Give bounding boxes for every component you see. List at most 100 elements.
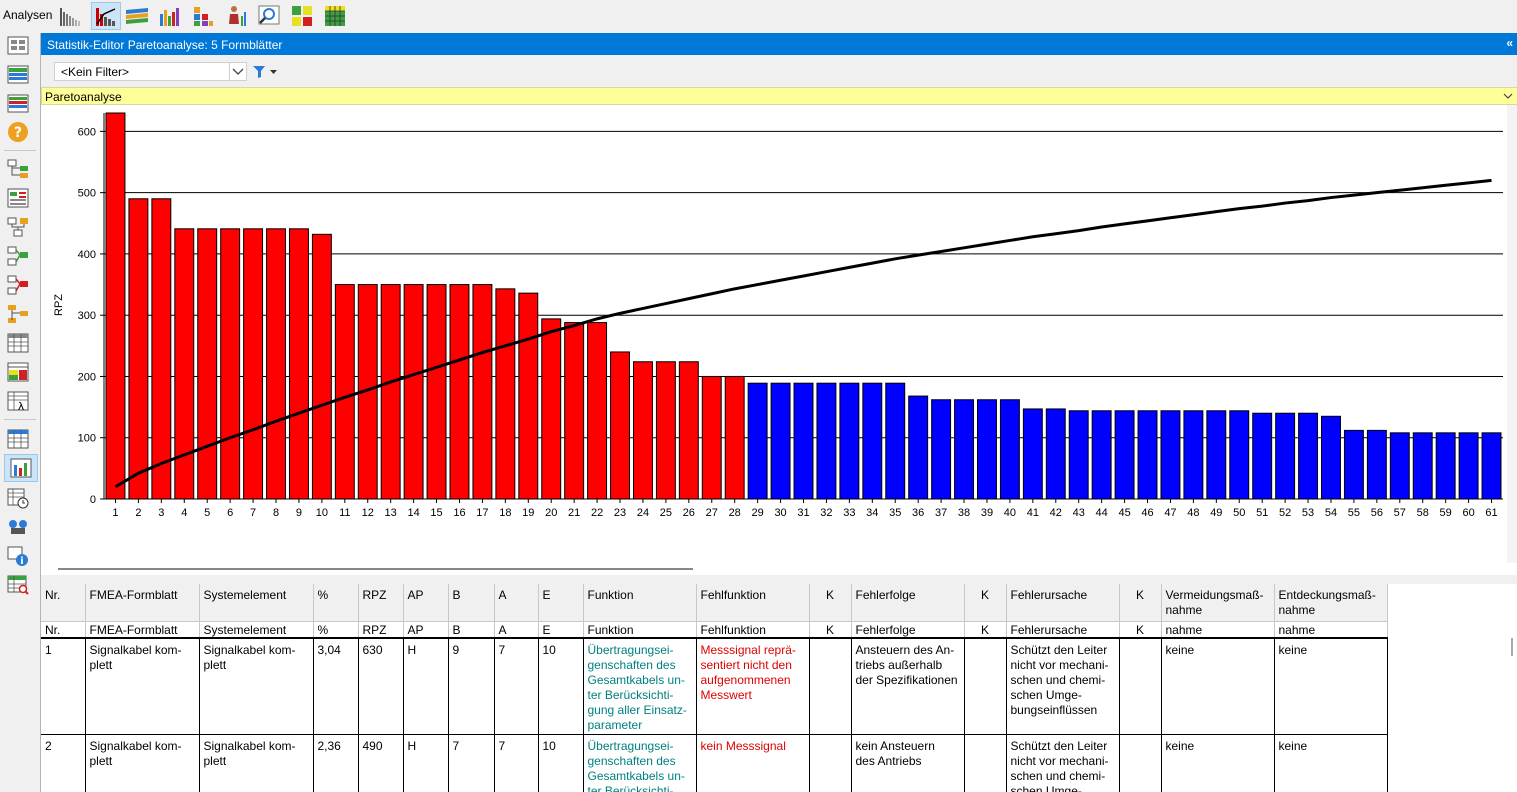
schedule-icon[interactable] (7, 487, 29, 509)
bar[interactable] (243, 228, 264, 500)
column-header-ap[interactable]: AP (403, 584, 449, 622)
table-lambda-icon[interactable]: λ (7, 390, 29, 412)
bar[interactable] (426, 284, 447, 500)
column-header-nr[interactable]: Nr. (41, 584, 86, 622)
function-net-icon[interactable] (7, 245, 29, 267)
bar[interactable] (151, 198, 172, 500)
bar[interactable] (1068, 410, 1089, 500)
bar[interactable] (403, 284, 424, 500)
bar[interactable] (128, 198, 149, 500)
column-header-a[interactable]: A (494, 584, 539, 622)
magnifier-chart-icon[interactable] (257, 4, 281, 28)
function-tree-icon[interactable] (7, 216, 29, 238)
bar[interactable] (1481, 432, 1502, 500)
table-row[interactable]: 1 Signalkabel kom- plett Signalkabel kom- … (41, 638, 1388, 735)
bar[interactable] (541, 318, 562, 500)
bar[interactable] (999, 399, 1020, 500)
bar[interactable] (380, 284, 401, 500)
bar-chart-icon[interactable] (58, 4, 82, 28)
column-header-funktion[interactable]: Funktion (583, 584, 697, 622)
bar[interactable] (1366, 429, 1387, 500)
bar[interactable] (1045, 408, 1066, 500)
structure-form-icon[interactable] (7, 187, 29, 209)
bar[interactable] (747, 382, 768, 500)
search-people-icon[interactable] (7, 516, 29, 538)
bar[interactable] (632, 361, 653, 500)
stacked-blocks-icon[interactable] (191, 4, 215, 28)
bar[interactable] (472, 284, 493, 500)
bar[interactable] (266, 228, 286, 500)
bar[interactable] (564, 322, 585, 500)
chart-horizontal-scrollbar[interactable] (41, 563, 1517, 575)
bar[interactable] (1412, 432, 1433, 500)
bar[interactable] (1298, 412, 1319, 500)
bar[interactable] (977, 399, 997, 500)
column-header-e[interactable]: E (538, 584, 584, 622)
failure-net-icon[interactable] (7, 274, 29, 296)
bar[interactable] (449, 284, 470, 500)
column-header-rpz[interactable]: RPZ (358, 584, 404, 622)
bar[interactable] (908, 395, 929, 500)
failure-tree-icon[interactable] (7, 303, 29, 325)
bar[interactable] (1229, 410, 1250, 500)
table-colored-icon[interactable] (7, 361, 29, 383)
statistics-icon[interactable] (4, 454, 38, 482)
scrollbar-thumb[interactable] (1511, 638, 1513, 656)
column-header-k3[interactable]: K (1119, 584, 1162, 622)
multi-bar-chart-icon[interactable] (158, 4, 182, 28)
column-header-vermeidung[interactable]: Vermeidungsmaß- nahme (1161, 584, 1275, 622)
bar[interactable] (1389, 432, 1410, 500)
bar[interactable] (311, 233, 332, 500)
bar[interactable] (1343, 429, 1364, 500)
scrollbar-thumb[interactable] (58, 568, 693, 570)
bar[interactable] (724, 375, 745, 500)
collapse-icon[interactable]: « (1506, 36, 1513, 50)
bar[interactable] (885, 382, 906, 500)
person-chart-icon[interactable] (224, 4, 248, 28)
pareto-chart-icon[interactable] (91, 2, 121, 30)
column-header-k1[interactable]: K (809, 584, 852, 622)
bar[interactable] (518, 292, 539, 500)
filter-funnel-icon[interactable] (252, 65, 278, 79)
bar[interactable] (816, 382, 837, 500)
trend-lines-icon[interactable] (125, 4, 149, 28)
help-icon[interactable]: ? (7, 121, 29, 143)
analysis-type-select[interactable]: Paretoanalyse (41, 87, 1517, 105)
bar[interactable] (1275, 412, 1296, 500)
column-header-b[interactable]: B (448, 584, 495, 622)
structure-tree-icon[interactable] (7, 158, 29, 180)
bar[interactable] (931, 399, 952, 500)
table-row[interactable]: 2 Signalkabel kom- plett Signalkabel kom- … (41, 734, 1388, 792)
bar[interactable] (288, 228, 309, 500)
table-vertical-scrollbar[interactable] (1507, 584, 1517, 792)
bar[interactable] (1091, 410, 1112, 500)
column-header-pct[interactable]: % (313, 584, 359, 622)
bar[interactable] (1435, 432, 1456, 500)
bar[interactable] (587, 322, 608, 500)
overview-grid-icon[interactable] (7, 35, 29, 57)
bar[interactable] (334, 284, 355, 500)
bar[interactable] (1458, 432, 1479, 500)
bar[interactable] (495, 288, 516, 500)
bar[interactable] (1252, 412, 1273, 500)
bar[interactable] (1321, 415, 1341, 500)
bar[interactable] (655, 361, 676, 500)
matrix-grid-icon[interactable] (290, 4, 314, 28)
bar[interactable] (770, 382, 791, 500)
bar[interactable] (862, 382, 883, 500)
column-header-fehlerursache[interactable]: Fehlerursache (1006, 584, 1120, 622)
bar[interactable] (701, 375, 722, 500)
bar[interactable] (197, 228, 218, 500)
bar[interactable] (1183, 410, 1204, 500)
table-split-icon[interactable] (7, 428, 29, 450)
column-header-systemelement[interactable]: Systemelement (199, 584, 314, 622)
column-header-fehlfunktion[interactable]: Fehlfunktion (696, 584, 810, 622)
bar[interactable] (220, 228, 241, 500)
column-header-k2[interactable]: K (964, 584, 1007, 622)
bar[interactable] (678, 361, 699, 500)
column-header-entdeckung[interactable]: Entdeckungsmaß- nahme (1274, 584, 1388, 622)
column-header-fehlerfolge[interactable]: Fehlerfolge (851, 584, 965, 622)
table-icon[interactable] (7, 332, 29, 354)
bar[interactable] (1114, 410, 1135, 500)
column-header-formblatt[interactable]: FMEA-Formblatt (85, 584, 200, 622)
